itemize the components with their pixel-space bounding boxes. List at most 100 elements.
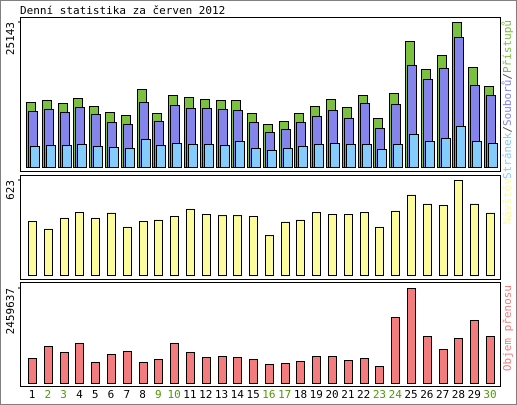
bar bbox=[360, 212, 369, 277]
legend: Objem přenosu bbox=[501, 285, 514, 371]
x-tick-label: 17 bbox=[278, 388, 291, 401]
bar bbox=[393, 143, 403, 169]
x-tick-label: 13 bbox=[215, 388, 228, 401]
bar bbox=[423, 335, 432, 384]
y-tick-label: 2459637 bbox=[4, 288, 17, 334]
bar bbox=[75, 342, 84, 384]
x-tick-label: 6 bbox=[108, 388, 115, 401]
bar bbox=[75, 212, 84, 277]
x-tick-label: 20 bbox=[325, 388, 338, 401]
x-tick-label: 19 bbox=[310, 388, 323, 401]
x-tick-label: 5 bbox=[92, 388, 99, 401]
x-tick-label: 26 bbox=[420, 388, 433, 401]
bar bbox=[125, 148, 135, 169]
bar bbox=[28, 221, 37, 276]
legend-entry: Návštěv bbox=[501, 178, 514, 225]
x-tick-label: 27 bbox=[436, 388, 449, 401]
legend: Stránek/Souborů/Přístupů bbox=[501, 20, 514, 179]
x-tick-label: 3 bbox=[60, 388, 67, 401]
bar bbox=[62, 145, 72, 168]
bar bbox=[202, 214, 211, 277]
bar bbox=[314, 143, 324, 169]
legend-separator: / bbox=[501, 126, 514, 133]
bar bbox=[470, 203, 479, 276]
bar bbox=[139, 361, 148, 384]
bar bbox=[346, 143, 356, 169]
bar bbox=[328, 214, 337, 277]
x-tick-label: 11 bbox=[183, 388, 196, 401]
x-tick-label: 10 bbox=[168, 388, 181, 401]
bar bbox=[454, 338, 463, 384]
bar bbox=[454, 180, 463, 276]
bar bbox=[156, 145, 166, 168]
bar bbox=[439, 205, 448, 276]
bar bbox=[30, 146, 40, 168]
bar bbox=[202, 357, 211, 384]
bar bbox=[472, 140, 482, 168]
y-tick-label: 25143 bbox=[4, 22, 17, 55]
bar bbox=[186, 208, 195, 277]
bar bbox=[77, 143, 87, 169]
bar bbox=[456, 125, 466, 168]
bar bbox=[283, 148, 293, 169]
panel bbox=[20, 175, 501, 280]
bar bbox=[360, 358, 369, 384]
x-tick-label: 16 bbox=[262, 388, 275, 401]
bar bbox=[375, 226, 384, 276]
x-tick-label: 22 bbox=[357, 388, 370, 401]
bar bbox=[107, 353, 116, 384]
bar bbox=[141, 138, 151, 169]
legend-entry: Přístupů bbox=[501, 20, 514, 73]
bar bbox=[172, 143, 182, 169]
bar bbox=[46, 145, 56, 168]
chart-title: Denní statistika za červen 2012 bbox=[20, 4, 225, 17]
bar bbox=[391, 210, 400, 277]
bar bbox=[154, 219, 163, 276]
bar bbox=[91, 217, 100, 276]
bar bbox=[218, 356, 227, 384]
bar bbox=[296, 360, 305, 385]
x-tick-label: 4 bbox=[76, 388, 83, 401]
bar bbox=[170, 215, 179, 276]
x-tick-label: 29 bbox=[468, 388, 481, 401]
bar bbox=[439, 349, 448, 384]
bar bbox=[186, 351, 195, 384]
bar bbox=[267, 149, 277, 169]
bar bbox=[281, 362, 290, 384]
x-tick-label: 24 bbox=[389, 388, 403, 401]
bar bbox=[251, 148, 261, 169]
bar bbox=[407, 194, 416, 276]
x-tick-label: 23 bbox=[373, 388, 386, 401]
bar bbox=[344, 360, 353, 384]
bar bbox=[377, 149, 387, 169]
panel bbox=[20, 282, 501, 387]
bar bbox=[391, 316, 400, 384]
x-tick-label: 14 bbox=[231, 388, 245, 401]
bar bbox=[218, 215, 227, 277]
bar bbox=[188, 143, 198, 169]
legend-entry: Souborů bbox=[501, 80, 514, 126]
bar bbox=[170, 342, 179, 384]
x-tick-label: 28 bbox=[452, 388, 465, 401]
bar bbox=[312, 356, 321, 384]
bar bbox=[296, 219, 305, 276]
bar bbox=[154, 359, 163, 384]
x-tick-label: 18 bbox=[294, 388, 307, 401]
x-tick-label: 12 bbox=[199, 388, 212, 401]
bar bbox=[139, 221, 148, 276]
bar bbox=[204, 143, 214, 169]
bar bbox=[425, 140, 435, 168]
bar bbox=[265, 235, 274, 277]
legend-entry: Objem přenosu bbox=[501, 285, 514, 371]
x-tick-label: 15 bbox=[246, 388, 259, 401]
bar bbox=[220, 145, 230, 168]
x-tick-label: 2 bbox=[44, 388, 51, 401]
bar bbox=[441, 137, 451, 169]
bar bbox=[60, 351, 69, 384]
bar bbox=[486, 335, 495, 384]
x-tick-label: 9 bbox=[155, 388, 162, 401]
bar bbox=[470, 320, 479, 385]
bar bbox=[423, 203, 432, 276]
legend-separator: / bbox=[501, 73, 514, 80]
